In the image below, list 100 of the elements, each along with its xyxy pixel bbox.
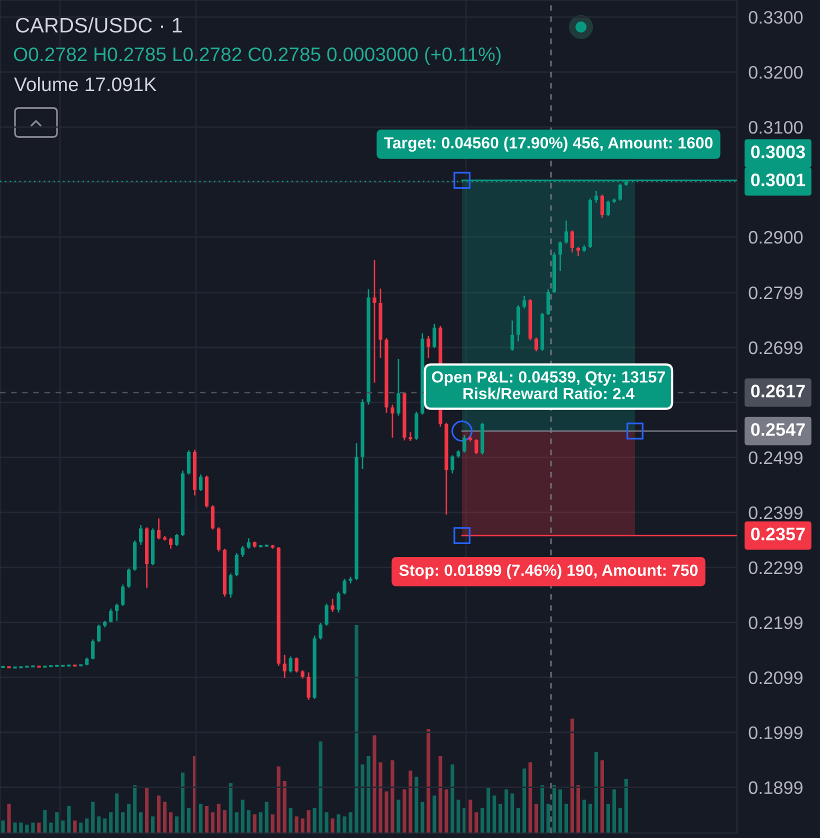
bar [324, 812, 328, 833]
candlestick [174, 533, 179, 547]
bar [594, 752, 598, 833]
candlestick [168, 537, 173, 550]
y-tick-label: 0.1899 [748, 781, 802, 794]
text: CARDS/USDC · 1 [16, 17, 182, 33]
candlestick [510, 320, 514, 352]
bar [318, 741, 322, 833]
bar [528, 762, 532, 833]
candlestick [558, 240, 562, 272]
candlestick [564, 220, 568, 244]
candlestick [372, 259, 376, 384]
bar [252, 814, 256, 833]
bar [444, 789, 448, 833]
bar [1, 820, 5, 833]
bar [150, 816, 155, 833]
bar [49, 822, 53, 833]
y-tick-label: 0.2099 [748, 671, 802, 684]
candlestick [288, 656, 292, 674]
bar [270, 814, 274, 833]
bar [372, 735, 376, 833]
annotation: Volume 17.091K [14, 76, 156, 92]
bar [186, 808, 191, 833]
bar [55, 812, 59, 833]
candlestick [246, 538, 250, 550]
bar [145, 787, 149, 833]
candlestick [450, 454, 454, 474]
bar [43, 810, 47, 833]
candlestick [240, 545, 244, 558]
bar [618, 808, 622, 833]
bar [216, 804, 220, 833]
bar [67, 806, 71, 833]
y-tick-label: 0.3200 [748, 66, 803, 79]
bar [342, 816, 346, 833]
bar [492, 796, 496, 833]
bar [234, 812, 238, 833]
bar [79, 822, 83, 833]
bar [486, 787, 490, 833]
bar [402, 789, 406, 833]
candlestick [462, 434, 466, 454]
bar [348, 812, 352, 833]
candlestick [139, 524, 143, 546]
bar [438, 756, 442, 833]
bar [288, 808, 292, 833]
bar [294, 816, 298, 833]
candlestick [121, 584, 125, 607]
bar [480, 808, 484, 833]
candlestick [390, 404, 394, 438]
bar [624, 778, 628, 833]
candlestick [546, 288, 550, 316]
candlestick [198, 474, 203, 492]
bar [103, 818, 107, 833]
bar [180, 772, 185, 833]
candlestick [234, 552, 238, 577]
bar [37, 822, 41, 833]
candlestick [606, 200, 610, 217]
bar [600, 760, 604, 833]
bar [61, 820, 65, 833]
bar [73, 820, 77, 833]
bar [606, 804, 610, 833]
bar [390, 760, 394, 833]
candlestick [600, 194, 604, 218]
bar [450, 764, 454, 833]
bar [534, 804, 538, 833]
bar [121, 812, 125, 833]
candlestick [324, 603, 328, 626]
bar [474, 812, 478, 833]
bar [139, 812, 143, 833]
candlestick [432, 323, 436, 349]
bar [564, 804, 568, 833]
bar [31, 822, 35, 833]
candlestick [570, 230, 574, 254]
candlestick [336, 590, 340, 614]
bar [162, 802, 167, 833]
bar [588, 804, 592, 833]
bar [516, 808, 520, 833]
bar [408, 770, 412, 833]
candlestick [216, 526, 220, 552]
candlestick [618, 182, 622, 202]
bar [456, 800, 460, 833]
candlestick [426, 335, 430, 359]
candlestick [127, 568, 131, 588]
candlestick [318, 622, 322, 640]
bar [576, 785, 580, 833]
bar [384, 791, 388, 833]
bar [360, 764, 364, 833]
bar [468, 800, 472, 833]
bar [504, 789, 508, 833]
candlestick [294, 656, 298, 674]
bar [582, 800, 586, 833]
bar [420, 802, 424, 833]
bar [109, 812, 113, 833]
candlestick [594, 190, 598, 204]
candlestick [330, 598, 334, 613]
bar [19, 822, 23, 833]
bar [282, 781, 286, 833]
bar [300, 818, 304, 833]
candlestick [210, 504, 215, 530]
bar [156, 796, 161, 833]
bar [97, 816, 101, 833]
